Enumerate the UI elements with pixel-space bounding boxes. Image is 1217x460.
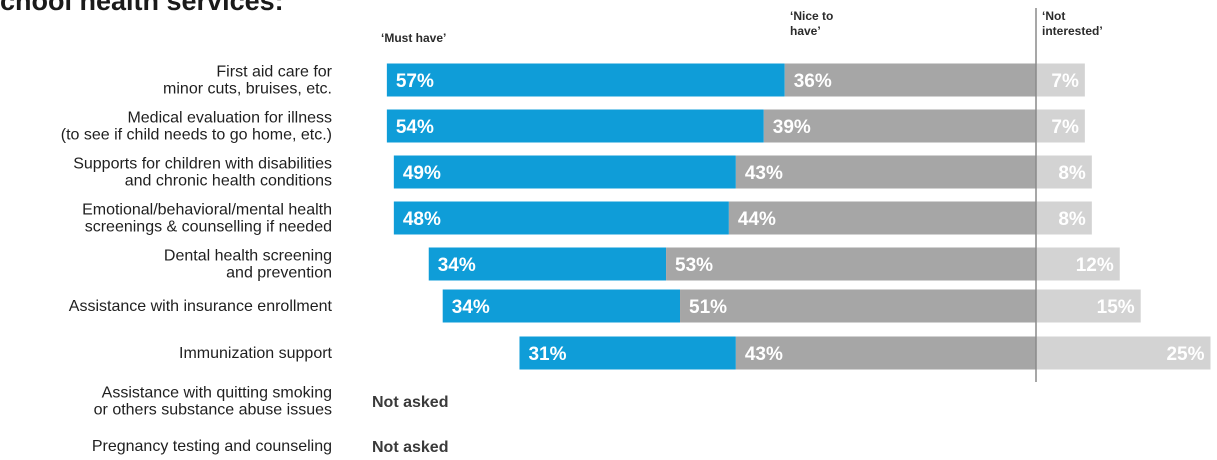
category-label: and chronic health conditions bbox=[125, 173, 332, 190]
data-label-not-interested: 7% bbox=[1051, 71, 1079, 92]
data-label-must-have: 48% bbox=[403, 209, 441, 230]
bar-segment-nice-to-have bbox=[680, 289, 1036, 323]
data-label-not-interested: 8% bbox=[1058, 209, 1086, 230]
bar-segment-nice-to-have bbox=[735, 336, 1036, 370]
category-label: Assistance with insurance enrollment bbox=[69, 298, 333, 315]
bar-segment-not-interested bbox=[1036, 155, 1092, 189]
bar-segment-must-have bbox=[393, 201, 729, 235]
bar-segment-must-have bbox=[386, 109, 764, 143]
data-label-must-have: 54% bbox=[396, 117, 434, 138]
category-label: Immunization support bbox=[179, 345, 333, 362]
bar-segment-nice-to-have bbox=[728, 201, 1036, 235]
bar-segment-must-have bbox=[393, 155, 736, 189]
header-not-interested: ‘Not interested’ bbox=[1042, 9, 1103, 38]
category-label: Dental health screening bbox=[164, 248, 332, 265]
not-asked-label: Not asked bbox=[372, 439, 448, 456]
chart-title: chool health services: bbox=[0, 0, 284, 16]
data-label-nice-to-have: 39% bbox=[773, 117, 811, 138]
bar-segment-nice-to-have bbox=[735, 155, 1036, 189]
data-label-nice-to-have: 43% bbox=[745, 344, 783, 365]
bar-segment-nice-to-have bbox=[784, 63, 1036, 97]
category-label: Emotional/behavioral/mental health bbox=[82, 202, 332, 219]
bar-segment-nice-to-have bbox=[666, 247, 1036, 281]
bar-segment-not-interested bbox=[1036, 289, 1141, 323]
category-label: Assistance with quitting smoking bbox=[102, 385, 332, 402]
data-label-not-interested: 15% bbox=[1097, 297, 1135, 318]
data-label-nice-to-have: 43% bbox=[745, 163, 783, 184]
bar-segment-not-interested bbox=[1036, 109, 1085, 143]
header-must-have: ‘Must have’ bbox=[381, 31, 447, 45]
category-label: First aid care for bbox=[216, 64, 332, 81]
data-label-not-interested: 25% bbox=[1166, 344, 1204, 365]
bar-segment-nice-to-have bbox=[763, 109, 1036, 143]
data-label-nice-to-have: 53% bbox=[675, 255, 713, 276]
bar-segment-not-interested bbox=[1036, 247, 1120, 281]
header-nice-to-have: ‘Nice to have’ bbox=[790, 9, 834, 38]
bar-segment-must-have bbox=[442, 289, 681, 323]
data-label-not-interested: 7% bbox=[1051, 117, 1079, 138]
category-label: Pregnancy testing and counseling bbox=[92, 438, 332, 455]
bar-segment-must-have bbox=[428, 247, 667, 281]
category-label: minor cuts, bruises, etc. bbox=[163, 81, 332, 98]
bar-segment-must-have bbox=[386, 63, 785, 97]
category-label: or others substance abuse issues bbox=[94, 402, 332, 419]
data-label-must-have: 34% bbox=[438, 255, 476, 276]
data-label-nice-to-have: 51% bbox=[689, 297, 727, 318]
data-label-must-have: 34% bbox=[452, 297, 490, 318]
data-label-nice-to-have: 44% bbox=[738, 209, 776, 230]
data-label-nice-to-have: 36% bbox=[794, 71, 832, 92]
bar-segment-not-interested bbox=[1036, 63, 1085, 97]
category-label: Supports for children with disabilities bbox=[73, 156, 332, 173]
not-asked-label: Not asked bbox=[372, 394, 448, 411]
data-label-not-interested: 12% bbox=[1076, 255, 1114, 276]
bar-segment-not-interested bbox=[1036, 336, 1211, 370]
data-label-must-have: 31% bbox=[528, 344, 566, 365]
bar-segment-not-interested bbox=[1036, 201, 1092, 235]
bar-segment-must-have bbox=[519, 336, 736, 370]
data-label-must-have: 49% bbox=[403, 163, 441, 184]
category-label: Medical evaluation for illness bbox=[127, 110, 332, 127]
category-label: (to see if child needs to go home, etc.) bbox=[61, 127, 332, 144]
category-label: screenings & counselling if needed bbox=[85, 219, 332, 236]
data-label-not-interested: 8% bbox=[1058, 163, 1086, 184]
category-label: and prevention bbox=[226, 265, 332, 282]
data-label-must-have: 57% bbox=[396, 71, 434, 92]
